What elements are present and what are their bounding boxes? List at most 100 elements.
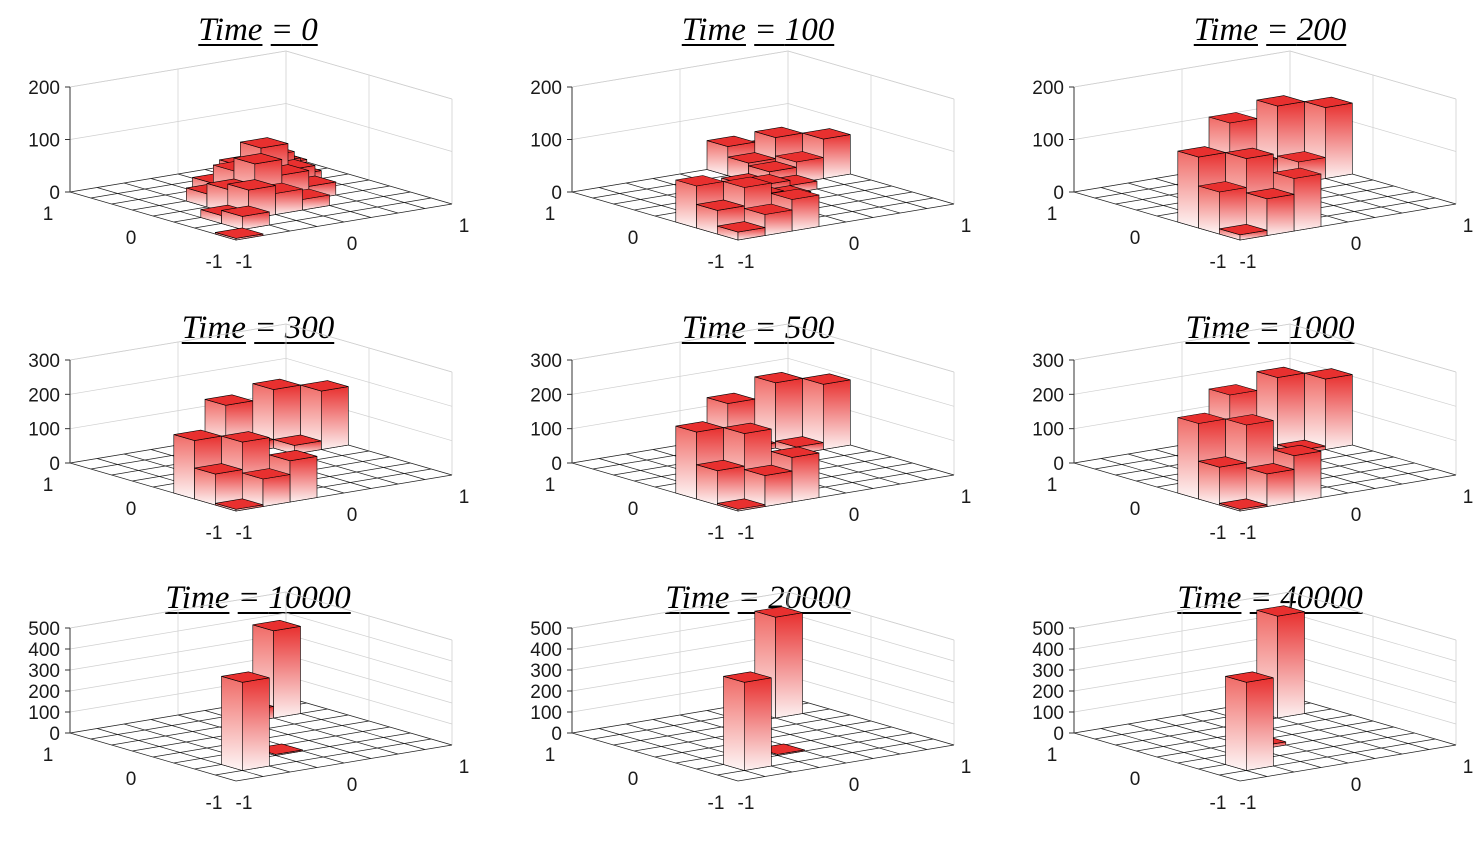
bar-side (675, 425, 697, 500)
bar-top (723, 176, 772, 188)
y-tick-label: 0 (1130, 769, 1141, 790)
x-tick-label: 1 (459, 216, 470, 237)
bar (717, 498, 766, 512)
bar-side (1177, 150, 1199, 229)
title-equals: = (738, 580, 769, 616)
z-tick-label: 100 (530, 420, 562, 441)
y-tick-label: -1 (1210, 523, 1227, 540)
bar-top (1273, 167, 1322, 179)
bar-top (227, 179, 276, 191)
bar-top (696, 199, 745, 211)
y-axis-label: Issue 2 (566, 269, 634, 270)
z-tick-label: 200 (28, 682, 60, 703)
x-tick-label: 1 (961, 487, 972, 508)
bar-side (1198, 185, 1220, 235)
title-label: Time (1185, 310, 1250, 346)
y-tick-label: -1 (206, 523, 223, 540)
y-tick-label: 0 (628, 228, 639, 249)
bar-top (1225, 671, 1274, 683)
title-value: 200 (1296, 12, 1347, 48)
bar-top (1177, 146, 1226, 158)
z-gridline (1073, 50, 1457, 100)
bar-front (791, 452, 820, 503)
z-tick-label: 300 (530, 661, 562, 682)
bar-front (273, 625, 301, 719)
bar-top (240, 137, 289, 149)
panel-title: Time = 300 (182, 312, 334, 345)
y-tick-label: 1 (545, 204, 556, 225)
z-gridline (69, 103, 453, 152)
z-tick-label: 200 (28, 385, 60, 406)
x-tick-label: 0 (347, 775, 358, 796)
z-tick-label: 500 (28, 619, 60, 640)
bar-side (1177, 417, 1199, 500)
z-tick-label: 200 (1032, 682, 1064, 703)
bar-top (215, 227, 264, 239)
bar-top (748, 160, 797, 173)
bar-top (754, 606, 803, 618)
bar-top (1246, 463, 1295, 475)
title-value: 500 (784, 310, 835, 346)
x-tick-label: 1 (1463, 757, 1474, 778)
bar-top (242, 468, 291, 480)
z-gridline (69, 612, 453, 662)
y-tick-label: -1 (206, 793, 223, 810)
bar-front (1266, 469, 1295, 507)
title-equals: = (754, 12, 785, 48)
bar (215, 498, 264, 512)
title-equals: = (254, 310, 285, 346)
bar-top (754, 371, 803, 384)
bar (696, 459, 745, 506)
y-tick-label: 1 (1047, 745, 1058, 766)
bar-top (717, 498, 766, 510)
bar (221, 671, 270, 771)
z-tick-label: 100 (1032, 703, 1064, 724)
y-tick-label: 0 (628, 769, 639, 790)
y-tick-label: 0 (1130, 228, 1141, 249)
z-tick-label: 0 (1053, 724, 1064, 745)
z-gridline (571, 103, 955, 152)
bar (1219, 223, 1268, 241)
bar-top (1277, 151, 1326, 163)
bar-top (675, 175, 724, 187)
bar-side (194, 467, 216, 506)
z-tick-label: 100 (28, 703, 60, 724)
bar-front (1277, 611, 1305, 719)
bar (242, 468, 291, 507)
y-axis-label: Issue 2 (1068, 269, 1136, 270)
x-tick-label: 0 (849, 234, 860, 255)
bar-front (289, 455, 318, 503)
bar-top (233, 153, 282, 165)
z-gridline (571, 357, 955, 407)
x-tick-label: 0 (347, 505, 358, 526)
z-tick-label: 300 (28, 351, 60, 372)
bar-top (1304, 96, 1353, 108)
z-tick-label: 0 (551, 454, 562, 475)
z-tick-label: 300 (1032, 351, 1064, 372)
bar-side (221, 675, 243, 771)
title-label: Time (198, 12, 263, 48)
z-tick-label: 100 (28, 420, 60, 441)
z-tick-label: 100 (28, 131, 60, 152)
z-tick-label: 300 (1032, 661, 1064, 682)
bar-front (262, 474, 291, 507)
x-tick-label: 1 (459, 757, 470, 778)
bar (802, 373, 851, 450)
z-tick-label: 300 (530, 351, 562, 372)
z-gridline (69, 323, 453, 373)
bar-side (723, 675, 745, 771)
bar-top (215, 498, 264, 510)
bar-top (771, 446, 820, 458)
x-tick-label: 0 (1351, 775, 1362, 796)
bar-top (194, 463, 243, 475)
z-tick-label: 0 (49, 454, 60, 475)
floor-gridline (1289, 696, 1457, 746)
bar (1219, 498, 1268, 512)
z-tick-label: 0 (551, 724, 562, 745)
bar-top (1219, 223, 1268, 236)
panel-title: Time = 1000 (1186, 312, 1355, 345)
title-label: Time (165, 580, 230, 616)
